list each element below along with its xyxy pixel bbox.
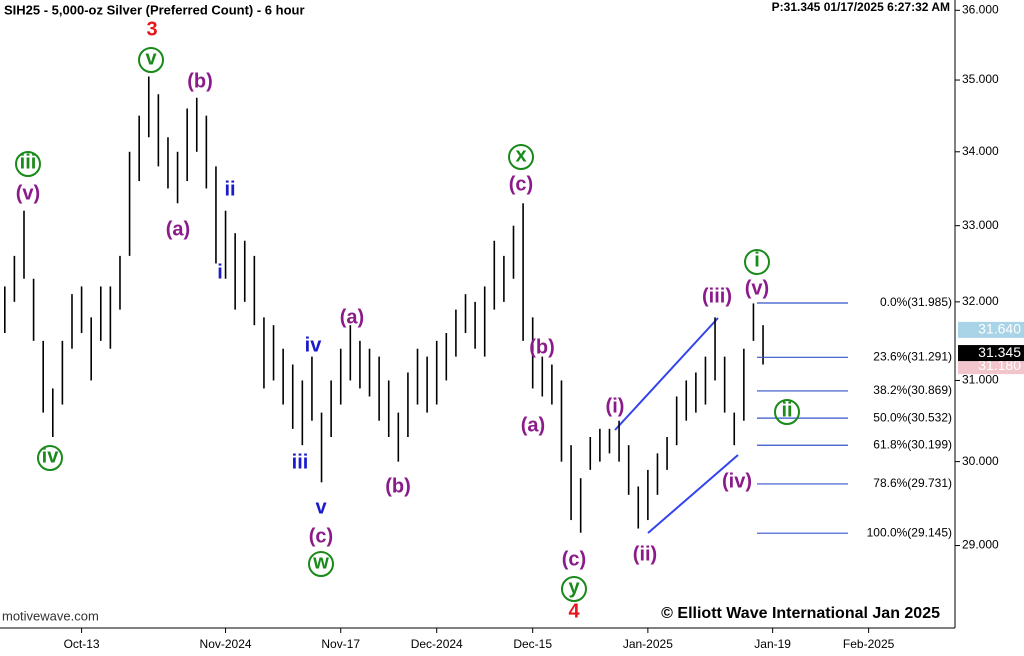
wave-label: v	[315, 496, 327, 518]
fib-label: 23.6%(31.291)	[873, 349, 952, 363]
watermark: motivewave.com	[2, 608, 99, 623]
wave-label: iv	[42, 445, 60, 467]
x-tick-label: Dec-15	[513, 637, 552, 651]
x-tick-label: Feb-2025	[843, 637, 895, 651]
wave-label: (c)	[562, 548, 586, 570]
wave-label: ii	[781, 399, 792, 421]
price-marker	[958, 358, 1024, 375]
chart-title: SIH25 - 5,000-oz Silver (Preferred Count…	[4, 2, 305, 17]
y-tick-label: 36.000	[962, 2, 999, 16]
wave-label: (a)	[340, 306, 364, 328]
wave-label: w	[312, 551, 329, 573]
wave-label: (v)	[745, 277, 769, 299]
y-tick-label: 34.000	[962, 144, 999, 158]
wave-label: y	[568, 576, 580, 598]
wave-label: (a)	[166, 218, 190, 240]
channel-line	[647, 454, 739, 534]
fib-label: 78.6%(29.731)	[873, 476, 952, 490]
y-tick-label: 30.000	[962, 454, 999, 468]
wave-label: iii	[292, 451, 309, 473]
wave-label: i	[754, 249, 760, 271]
fib-label: 61.8%(30.199)	[873, 437, 952, 451]
wave-label: (b)	[385, 475, 411, 497]
x-tick-label: Nov-17	[321, 637, 360, 651]
wave-circle	[508, 144, 534, 170]
wave-circle	[774, 399, 800, 425]
wave-label: (c)	[309, 525, 333, 547]
wave-label: (iv)	[722, 470, 752, 492]
wave-label: iii	[20, 151, 37, 173]
wave-circle	[561, 576, 587, 602]
x-tick-label: Dec-2024	[411, 637, 463, 651]
wave-label: (b)	[529, 336, 555, 358]
wave-label: 4	[568, 600, 580, 622]
wave-label: ii	[224, 178, 235, 200]
price-marker-label: 31.345	[978, 344, 1021, 360]
channel-line	[614, 317, 719, 431]
fib-label: 38.2%(30.869)	[873, 383, 952, 397]
wave-label: (iii)	[702, 285, 732, 307]
wave-circle	[37, 445, 63, 471]
wave-label: iv	[305, 334, 323, 356]
wave-label: (c)	[509, 173, 533, 195]
x-tick-label: Jan-2025	[623, 637, 673, 651]
wave-label: (a)	[521, 414, 545, 436]
y-tick-label: 31.000	[962, 373, 999, 387]
wave-circle	[744, 249, 770, 275]
wave-label: v	[145, 47, 157, 69]
wave-label: x	[515, 144, 526, 166]
wave-label: 3	[146, 18, 157, 40]
fib-label: 100.0%(29.145)	[867, 525, 952, 539]
y-tick-label: 29.000	[962, 538, 999, 552]
fib-label: 50.0%(30.532)	[873, 410, 952, 424]
wave-label: (i)	[606, 395, 625, 417]
wave-circle	[138, 47, 164, 73]
price-marker	[958, 321, 1024, 338]
x-tick-label: Oct-13	[64, 637, 100, 651]
wave-label: (v)	[16, 182, 40, 204]
wave-circle	[308, 551, 334, 577]
price-marker-label: 31.640	[978, 321, 1021, 337]
wave-label: i	[217, 261, 223, 283]
x-tick-label: Jan-19	[754, 637, 791, 651]
status: P:31.345 01/17/2025 6:27:32 AM	[772, 0, 950, 14]
y-tick-label: 32.000	[962, 294, 999, 308]
copyright: © Elliott Wave International Jan 2025	[661, 605, 940, 622]
wave-label: (b)	[187, 70, 213, 92]
y-tick-label: 33.000	[962, 218, 999, 232]
wave-label: (ii)	[633, 543, 657, 565]
x-tick-label: Nov-2024	[200, 637, 252, 651]
wave-circle	[15, 151, 41, 177]
price-marker	[958, 345, 1024, 362]
y-tick-label: 35.000	[962, 72, 999, 86]
fib-label: 0.0%(31.985)	[880, 295, 952, 309]
